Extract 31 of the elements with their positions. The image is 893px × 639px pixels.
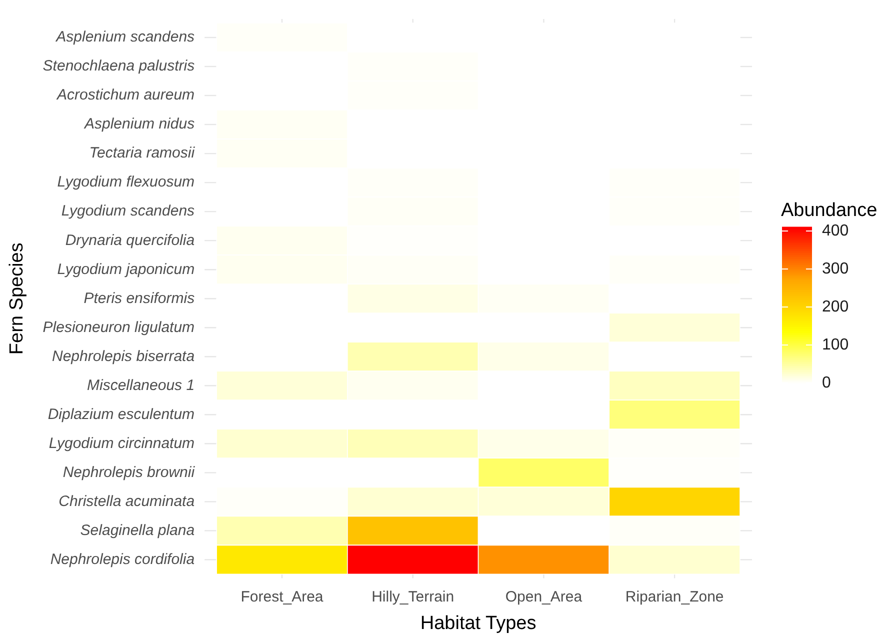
y-tick-label: Diplazium esculentum bbox=[48, 406, 195, 423]
y-tick-label: Nephrolepis biserrata bbox=[52, 348, 195, 365]
y-tick-label: Pteris ensiformis bbox=[84, 290, 196, 307]
x-tick-label: Open_Area bbox=[505, 588, 583, 606]
y-tick-label: Lygodium flexuosum bbox=[57, 174, 195, 191]
y-tick-label: Tectaria ramosii bbox=[89, 144, 196, 162]
y-tick-label: Lygodium circinnatum bbox=[48, 434, 195, 452]
y-tick-label: Asplenium scandens bbox=[55, 28, 196, 46]
color-bar-title: Abundance bbox=[781, 200, 878, 221]
x-tick-label: Hilly_Terrain bbox=[372, 588, 454, 606]
color-bar-label: 100 bbox=[822, 336, 849, 354]
y-tick-label: Christella acuminata bbox=[58, 492, 195, 510]
y-tick-label: Miscellaneous 1 bbox=[87, 376, 195, 394]
y-tick-label: Acrostichum aureum bbox=[56, 86, 195, 104]
y-tick-label: Lygodium japonicum bbox=[57, 260, 195, 278]
y-tick-label: Stenochlaena palustris bbox=[42, 58, 196, 75]
y-axis-title: Fern Species bbox=[6, 242, 28, 355]
color-bar-label: 300 bbox=[822, 260, 849, 278]
y-tick-label: Lygodium scandens bbox=[61, 202, 196, 220]
y-tick-label: Plesioneuron ligulatum bbox=[42, 318, 195, 336]
color-bar-label: 200 bbox=[822, 298, 849, 316]
x-axis-title: Habitat Types bbox=[420, 612, 536, 634]
y-tick-label: Selaginella plana bbox=[80, 522, 195, 539]
x-tick-label: Forest_Area bbox=[240, 588, 324, 606]
color-bar-label: 0 bbox=[822, 374, 831, 392]
y-tick-label: Nephrolepis brownii bbox=[62, 464, 196, 481]
color-bar-label: 400 bbox=[822, 222, 849, 240]
y-tick-label: Nephrolepis cordifolia bbox=[50, 550, 195, 568]
y-tick-label: Asplenium nidus bbox=[84, 116, 196, 133]
x-tick-label: Riparian_Zone bbox=[625, 588, 724, 606]
y-tick-label: Drynaria quercifolia bbox=[65, 232, 195, 249]
